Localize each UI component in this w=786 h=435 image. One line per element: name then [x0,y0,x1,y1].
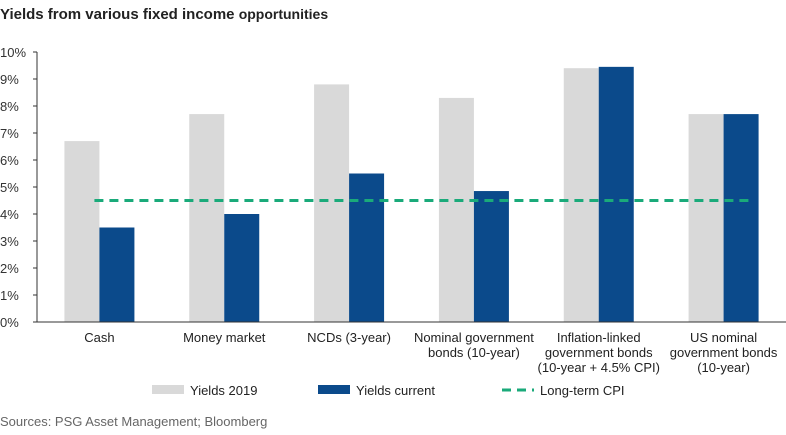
y-tick-label: 6% [0,153,19,168]
x-category-label-line: NCDs (3-year) [307,330,391,345]
x-category-label: US nominal government bonds (10-year) [670,330,778,375]
x-axis: Cash Money market NCDs (3-year) Nominal gov… [37,321,786,375]
x-category-label-line: (10-year) [697,360,750,375]
bar-yields-2019 [189,114,225,322]
x-category-label-line: bonds (10-year) [428,345,520,360]
y-tick-label: 0% [0,315,19,330]
legend-label: Yields current [356,383,435,398]
y-tick-label: 7% [0,126,19,141]
x-category-label: NCDs (3-year) [307,330,391,345]
y-tick-label: 3% [0,234,19,249]
bar-yields-2019 [438,97,474,323]
x-category-label-line: US nominal [690,330,757,345]
x-category-label: Money market [183,330,266,345]
bar-yields-2019 [64,141,100,322]
y-tick-label: 10% [0,45,26,60]
x-category-label: Nominal government bonds (10-year) [414,330,534,360]
legend-label: Yields 2019 [190,383,257,398]
legend-label: Long-term CPI [540,383,625,398]
chart-title-sub: opportunities [238,6,329,22]
x-category-label-line: government bonds [670,345,778,360]
chart-title: Yields from various fixed income opportu… [0,6,328,23]
x-category-label: Inflation-linked government bonds (10-year… [538,330,660,375]
y-tick-label: 4% [0,207,19,222]
legend: Yields 2019 Yields current Long-term CPI [152,383,625,398]
source-note: Sources: PSG Asset Management; Bloomberg [0,414,268,429]
bar-yields-2019 [563,68,599,322]
bar-yields-current [99,227,135,322]
x-category-label-line: (10-year + 4.5% CPI) [538,360,660,375]
bars-group [64,66,759,323]
bar-yields-current [473,191,509,322]
x-category-label-line: government bonds [545,345,653,360]
bar-yields-2019 [314,84,350,323]
y-tick-label: 8% [0,99,19,114]
x-category-label: Cash [84,330,114,345]
bar-yields-2019 [688,114,724,322]
bar-yields-current [598,66,634,322]
x-category-label-line: Money market [183,330,266,345]
bar-yields-current [224,214,260,322]
legend-swatch [318,385,350,394]
x-category-label-line: Inflation-linked [557,330,641,345]
x-category-label-line: Nominal government [414,330,534,345]
bar-yields-current [349,173,385,322]
chart-title-main: Yields from various fixed income [0,6,235,23]
y-tick-label: 9% [0,72,19,87]
y-tick-label: 1% [0,288,19,303]
x-category-label-line: Cash [84,330,114,345]
legend-swatch [152,385,184,394]
bar-yields-current [723,114,759,322]
y-tick-label: 5% [0,180,19,195]
y-axis: 0% 1% 2% 3% 4% 5% 6% 7% 8% 9% 10% [0,45,38,330]
y-tick-label: 2% [0,261,19,276]
